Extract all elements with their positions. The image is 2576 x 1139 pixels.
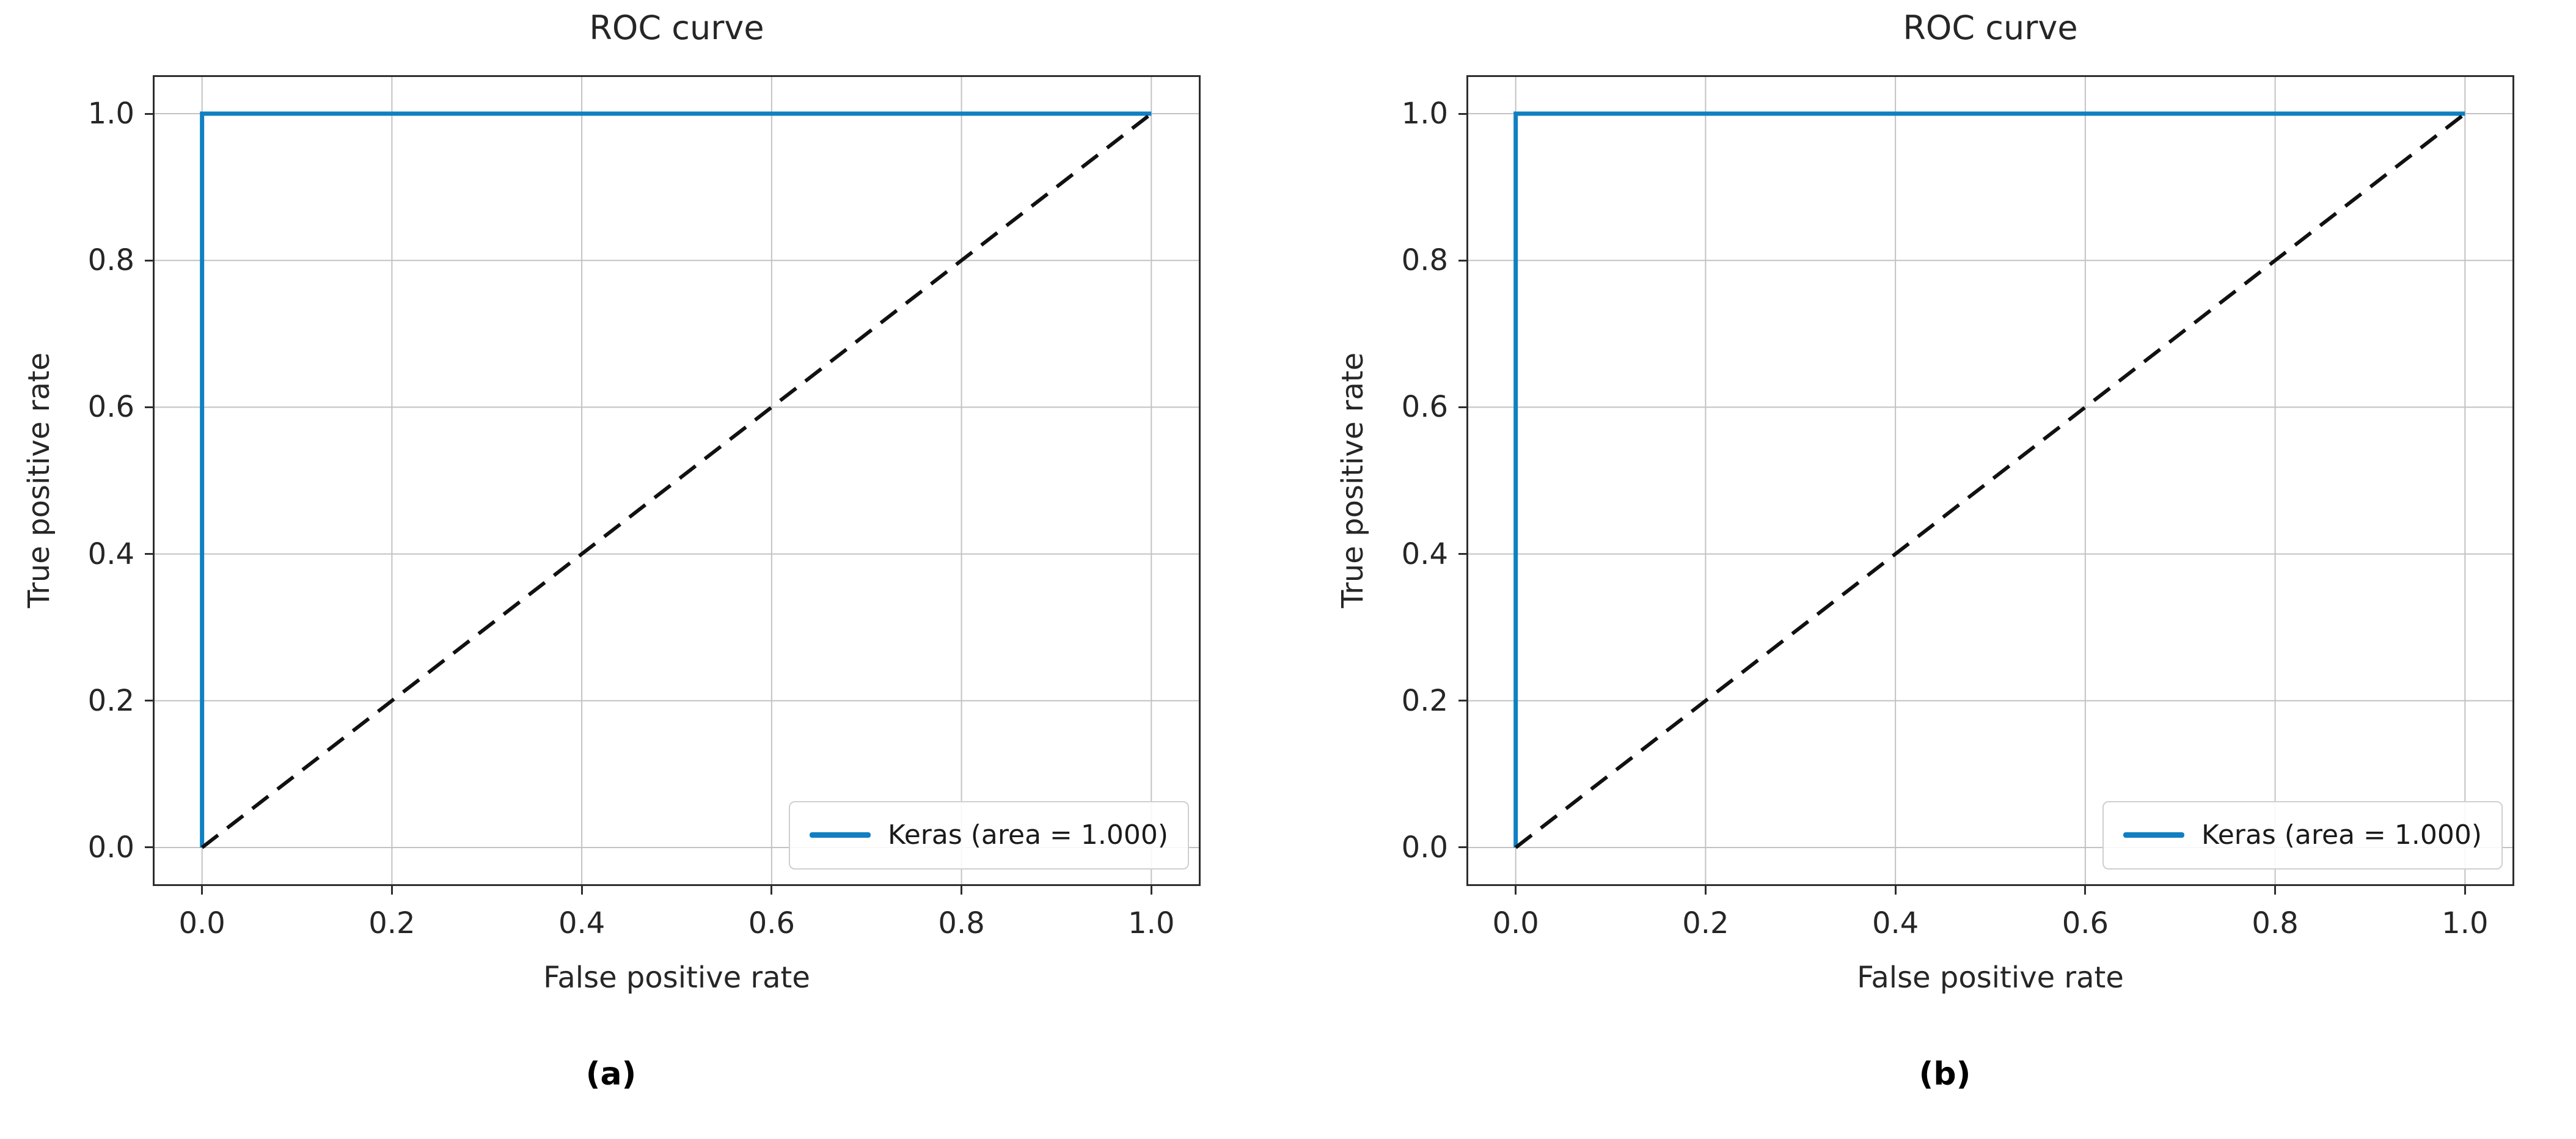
axes: Keras (area = 1.000) [153,75,1201,886]
chart-title: ROC curve [1903,9,2078,47]
axes: Keras (area = 1.000) [1466,75,2514,886]
x-tick-mark [961,885,963,895]
legend-label: Keras (area = 1.000) [888,819,1168,851]
y-tick-mark [1458,112,1468,115]
roc-curve-line [1513,111,2465,848]
y-tick-label: 0.2 [87,683,134,718]
x-tick-mark [770,885,773,895]
x-tick-label: 0.0 [178,906,225,940]
y-tick-label: 0.4 [1401,537,1448,571]
y-tick-mark [1458,553,1468,555]
y-tick-label: 0.0 [1401,830,1448,865]
y-tick-mark [145,846,154,849]
x-tick-mark [1704,885,1707,895]
x-tick-mark [2084,885,2087,895]
x-tick-mark [580,885,583,895]
x-tick-mark [1515,885,1517,895]
legend: Keras (area = 1.000) [789,800,1189,870]
x-tick-mark [2464,885,2466,895]
y-tick-mark [1458,700,1468,702]
legend-line-swatch [2123,832,2185,838]
x-tick-mark [390,885,393,895]
x-tick-mark [2274,885,2277,895]
legend-line-swatch [810,832,871,838]
x-tick-label: 1.0 [2442,906,2489,940]
roc-curve-line [200,111,1152,848]
roc-figure-a: ROC curve True positive rate Keras (area… [0,0,1222,1139]
legend: Keras (area = 1.000) [2102,800,2503,870]
figure-label-b: (b) [1919,1056,1971,1093]
roc-figure-b: ROC curve True positive rate Keras (area… [1314,0,2576,1139]
y-tick-label: 0.4 [87,537,134,571]
y-tick-label: 0.2 [1401,683,1448,718]
y-tick-mark [145,553,154,555]
x-tick-label: 0.4 [558,906,606,940]
plot-canvas [1468,77,2512,884]
y-tick-mark [145,112,154,115]
x-tick-label: 0.8 [938,906,985,940]
y-tick-mark [1458,846,1468,849]
x-tick-label: 1.0 [1128,906,1175,940]
chance-diagonal-line [1514,112,2467,849]
y-tick-label: 0.0 [87,830,134,865]
y-tick-label: 0.6 [87,390,134,425]
y-tick-mark [1458,259,1468,262]
y-tick-label: 1.0 [87,97,134,131]
x-tick-label: 0.8 [2252,906,2299,940]
x-tick-label: 0.2 [1682,906,1729,940]
y-tick-label: 0.8 [87,243,134,278]
x-tick-label: 0.2 [368,906,415,940]
y-tick-label: 0.8 [1401,243,1448,278]
x-tick-label: 0.6 [748,906,796,940]
y-tick-label: 1.0 [1401,97,1448,131]
y-tick-mark [145,406,154,408]
y-tick-mark [145,700,154,702]
legend-label: Keras (area = 1.000) [2201,819,2482,851]
figure-label-a: (a) [585,1056,637,1093]
chart-title: ROC curve [589,9,764,47]
x-tick-mark [1150,885,1152,895]
y-tick-label: 0.6 [1401,390,1448,425]
x-axis-label: False positive rate [543,961,810,995]
plot-canvas [155,77,1199,884]
x-tick-mark [1894,885,1897,895]
chance-diagonal-line [200,112,1153,849]
x-tick-mark [201,885,203,895]
y-tick-mark [1458,406,1468,408]
x-axis-label: False positive rate [1857,961,2124,995]
x-tick-label: 0.4 [1872,906,1919,940]
y-tick-mark [145,259,154,262]
x-tick-label: 0.0 [1492,906,1539,940]
x-tick-label: 0.6 [2062,906,2109,940]
